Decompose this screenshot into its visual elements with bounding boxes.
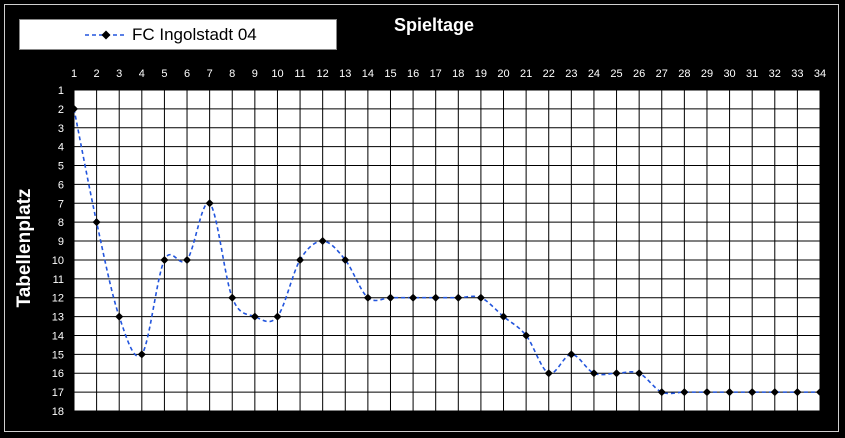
x-tick-label: 4 (139, 68, 145, 80)
x-tick-label: 28 (678, 68, 690, 80)
y-tick-label: 15 (52, 349, 64, 361)
y-tick-label: 12 (52, 293, 64, 305)
data-point (160, 255, 169, 264)
data-point (657, 388, 666, 397)
x-tick-label: 16 (407, 68, 419, 80)
y-tick-label: 1 (58, 85, 64, 97)
data-point (702, 388, 711, 397)
data-point (454, 293, 463, 302)
x-tick-label: 32 (769, 68, 781, 80)
data-point (137, 350, 146, 359)
x-tick-label: 18 (452, 68, 464, 80)
y-tick-label: 10 (52, 255, 64, 267)
data-point (92, 218, 101, 227)
x-tick-label: 33 (791, 68, 803, 80)
x-tick-label: 7 (207, 68, 213, 80)
data-point (635, 369, 644, 378)
data-point (183, 255, 192, 264)
x-tick-label: 1 (71, 68, 77, 80)
data-point (363, 293, 372, 302)
x-tick-label: 9 (252, 68, 258, 80)
x-tick-label: 3 (116, 68, 122, 80)
x-tick-label: 11 (294, 68, 305, 80)
data-point (499, 312, 508, 321)
y-tick-label: 4 (58, 142, 64, 154)
data-point (250, 312, 259, 321)
data-point (70, 104, 78, 113)
data-point (318, 237, 327, 246)
x-tick-label: 14 (362, 68, 374, 80)
data-point (567, 350, 576, 359)
y-tick-label: 11 (53, 274, 64, 286)
x-tick-label: 20 (497, 68, 509, 80)
data-point (544, 369, 553, 378)
x-tick-label: 24 (588, 68, 600, 80)
data-point (205, 199, 214, 208)
x-tick-label: 21 (520, 68, 532, 80)
y-tick-label: 5 (58, 161, 64, 173)
x-tick-label: 29 (701, 68, 713, 80)
data-point (612, 369, 621, 378)
y-tick-label: 6 (58, 179, 64, 191)
data-point (522, 331, 531, 340)
data-point (409, 293, 418, 302)
x-tick-label: 6 (184, 68, 190, 80)
data-point (476, 293, 485, 302)
data-point (589, 369, 598, 378)
data-point (341, 255, 350, 264)
x-tick-label: 22 (543, 68, 555, 80)
x-tick-label: 2 (94, 68, 100, 80)
y-tick-label: 7 (58, 198, 64, 210)
y-tick-label: 3 (58, 123, 64, 135)
y-tick-label: 13 (52, 312, 64, 324)
x-tick-label: 19 (475, 68, 487, 80)
data-point (431, 293, 440, 302)
legend-label: FC Ingolstadt 04 (132, 24, 257, 44)
chart-title: Spieltage (393, 15, 475, 35)
y-tick-label: 17 (52, 387, 64, 399)
x-tick-label: 10 (271, 68, 283, 80)
data-point (725, 388, 734, 397)
x-tick-label: 8 (229, 68, 235, 80)
x-tick-label: 25 (610, 68, 622, 80)
y-tick-label: 2 (58, 104, 64, 116)
data-point (273, 312, 282, 321)
y-tick-label: 18 (52, 406, 64, 418)
x-tick-label: 30 (723, 68, 735, 80)
data-point (228, 293, 237, 302)
data-point (748, 388, 757, 397)
plot-background (74, 90, 820, 411)
legend: FC Ingolstadt 04 (19, 19, 337, 50)
x-tick-label: 23 (565, 68, 577, 80)
x-tick-label: 34 (814, 68, 826, 80)
y-tick-label: 14 (52, 330, 64, 342)
chart-frame (4, 4, 839, 432)
data-point (793, 388, 802, 397)
data-point (770, 388, 779, 397)
x-tick-label: 31 (746, 68, 758, 80)
legend-series-marker (85, 30, 127, 39)
y-tick-label: 8 (58, 217, 64, 229)
x-tick-label: 15 (384, 68, 396, 80)
data-point (115, 312, 124, 321)
data-point (816, 388, 824, 397)
x-tick-label: 26 (633, 68, 645, 80)
x-tick-label: 12 (317, 68, 329, 80)
y-tick-label: 9 (58, 236, 64, 248)
data-point (296, 255, 305, 264)
data-point (386, 293, 395, 302)
x-tick-label: 13 (339, 68, 351, 80)
x-tick-label: 17 (430, 68, 442, 80)
data-point (680, 388, 689, 397)
y-tick-label: 16 (52, 368, 64, 380)
x-tick-label: 27 (656, 68, 668, 80)
x-tick-label: 5 (161, 68, 167, 80)
